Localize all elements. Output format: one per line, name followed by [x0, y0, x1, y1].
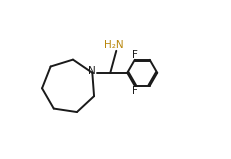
Text: N: N — [88, 66, 96, 76]
Text: F: F — [132, 86, 138, 96]
Text: H₂N: H₂N — [104, 40, 123, 50]
Text: F: F — [132, 50, 138, 60]
